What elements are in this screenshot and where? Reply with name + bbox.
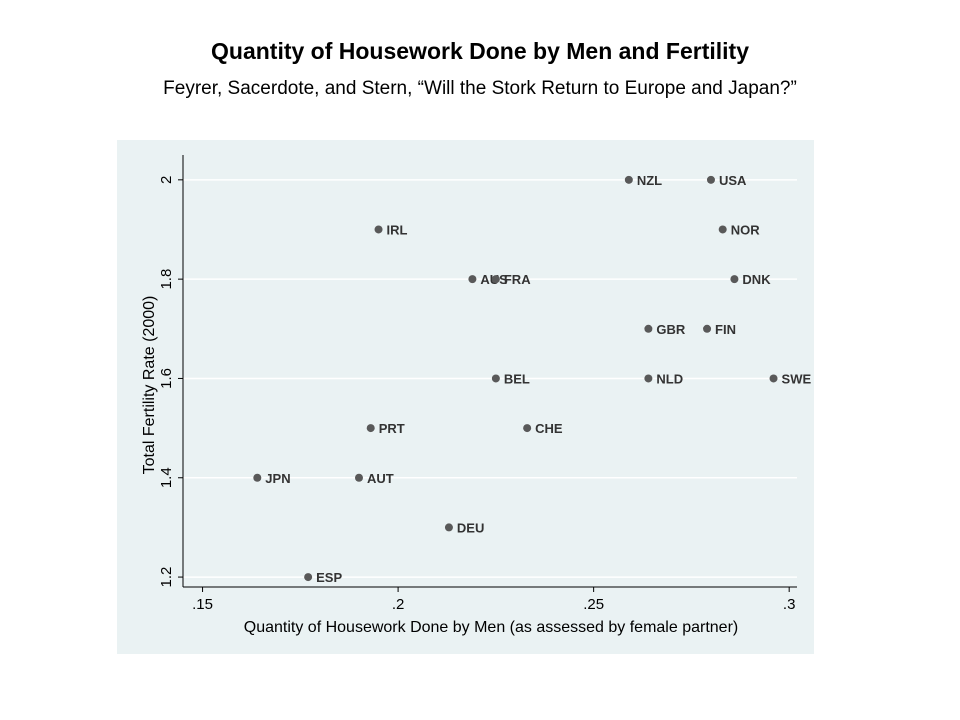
data-point-label: NLD <box>656 371 683 386</box>
data-point <box>730 275 739 284</box>
plot-area <box>183 155 797 587</box>
data-point-label: FRA <box>504 272 531 287</box>
data-point <box>444 523 453 532</box>
y-tick-label: 1.8 <box>158 269 175 290</box>
data-point <box>644 374 653 383</box>
data-point <box>718 225 727 234</box>
data-point-label: NOR <box>731 222 761 237</box>
y-tick-label: 1.6 <box>158 368 175 389</box>
data-point <box>491 374 500 383</box>
data-point-label: CHE <box>535 421 563 436</box>
data-point-label: BEL <box>504 371 530 386</box>
gridlines <box>183 179 797 578</box>
data-point <box>491 275 500 284</box>
x-axis-label: Quantity of Housework Done by Men (as as… <box>244 619 738 636</box>
x-tick-label: .25 <box>583 596 604 613</box>
data-point <box>703 324 712 333</box>
data-point-label: USA <box>719 173 747 188</box>
data-point <box>354 473 363 482</box>
data-point <box>253 473 262 482</box>
x-tick-label: .2 <box>392 596 405 613</box>
axes: .15 .2 .25 .3 1.2 1.4 1.6 1.8 2 <box>158 155 797 613</box>
x-tick-label: .3 <box>783 596 796 613</box>
y-tick-label: 1.2 <box>158 567 175 588</box>
data-point-label: GBR <box>656 322 686 337</box>
data-point-label: AUT <box>367 471 394 486</box>
data-point-label: IRL <box>387 222 408 237</box>
data-point <box>769 374 778 383</box>
data-point <box>366 424 375 433</box>
chart-title: Quantity of Housework Done by Men and Fe… <box>211 38 749 64</box>
data-point-label: JPN <box>265 471 290 486</box>
data-point <box>468 275 477 284</box>
data-point-label: DNK <box>742 272 771 287</box>
chart-container: .15.2.25.31.21.41.61.82 NZLUSAIRLNORAUSF… <box>117 140 814 654</box>
data-point <box>374 225 383 234</box>
y-tick-label: 2 <box>158 176 175 184</box>
x-tick-label: .15 <box>192 596 213 613</box>
data-point-label: DEU <box>457 520 484 535</box>
chart-subtitle: Feyrer, Sacerdote, and Stern, “Will the … <box>163 78 797 99</box>
data-point-label: ESP <box>316 570 342 585</box>
y-tick-label: 1.4 <box>158 467 175 488</box>
data-point-label: PRT <box>379 421 405 436</box>
scatter-chart: .15.2.25.31.21.41.61.82 NZLUSAIRLNORAUSF… <box>117 140 814 654</box>
data-point <box>523 424 532 433</box>
y-axis-label: Total Fertility Rate (2000) <box>141 296 158 475</box>
data-points: NZLUSAIRLNORAUSFRADNKGBRFINBELNLDSWEPRTC… <box>253 173 811 585</box>
data-point <box>304 573 313 582</box>
data-point <box>706 175 715 184</box>
data-point-label: FIN <box>715 322 736 337</box>
data-point <box>624 175 633 184</box>
data-point-label: NZL <box>637 173 662 188</box>
data-point <box>644 324 653 333</box>
data-point-label: SWE <box>782 371 812 386</box>
